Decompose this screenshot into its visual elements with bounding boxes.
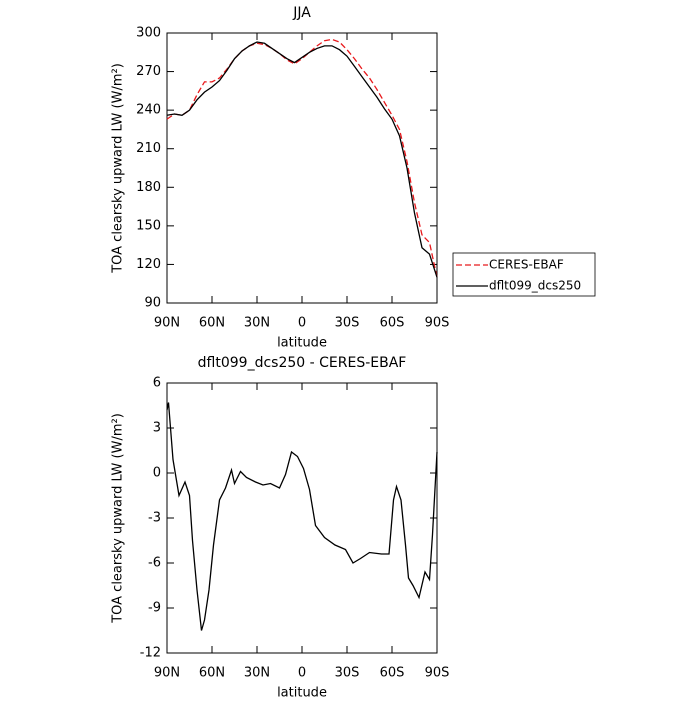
y-axis-label: TOA clearsky upward LW (W/m²) — [111, 413, 126, 624]
y-tick-label: 6 — [153, 376, 161, 391]
x-tick-label: 30S — [335, 316, 360, 331]
data-line — [166, 402, 438, 631]
y-tick-label: 0 — [153, 466, 161, 481]
y-tick-label: 150 — [136, 218, 161, 233]
x-tick-label: 60S — [380, 666, 405, 681]
y-tick-label: 240 — [136, 103, 161, 118]
legend-box — [452, 252, 596, 297]
y-tick-label: -3 — [148, 511, 161, 526]
legend-label: CERES-EBAF — [489, 258, 564, 272]
y-tick-label: 300 — [136, 26, 161, 41]
x-tick-label: 0 — [298, 316, 306, 331]
y-tick-label: 180 — [136, 180, 161, 195]
legend-label: dflt099_dcs250 — [489, 279, 581, 293]
y-axis-label: TOA clearsky upward LW (W/m²) — [111, 63, 126, 274]
x-tick-label: 90N — [154, 316, 180, 331]
x-tick-label: 0 — [298, 666, 306, 681]
x-tick-label: 90N — [154, 666, 180, 681]
y-tick-label: 270 — [136, 64, 161, 79]
data-line — [166, 38, 438, 278]
y-tick-label: 210 — [136, 141, 161, 156]
x-tick-label: 60N — [199, 316, 225, 331]
x-tick-label: 60S — [380, 316, 405, 331]
chart-title: JJA — [292, 5, 311, 21]
x-tick-label: 30N — [244, 666, 270, 681]
y-tick-label: 120 — [136, 257, 161, 272]
y-tick-label: 3 — [153, 421, 161, 436]
x-tick-label: 60N — [199, 666, 225, 681]
plot-frame — [166, 32, 438, 304]
y-tick-label: -9 — [148, 601, 161, 616]
y-tick-label: 90 — [144, 296, 161, 311]
x-tick-label: 90S — [425, 666, 450, 681]
y-tick-label: -6 — [148, 556, 161, 571]
x-axis-label: latitude — [277, 686, 327, 701]
data-line — [166, 41, 438, 278]
plot-frame — [166, 382, 438, 654]
x-axis-label: latitude — [277, 336, 327, 351]
x-tick-label: 30N — [244, 316, 270, 331]
x-tick-label: 90S — [425, 316, 450, 331]
x-tick-label: 30S — [335, 666, 360, 681]
y-tick-label: -12 — [140, 646, 161, 661]
chart-title: dflt099_dcs250 - CERES-EBAF — [198, 355, 407, 371]
